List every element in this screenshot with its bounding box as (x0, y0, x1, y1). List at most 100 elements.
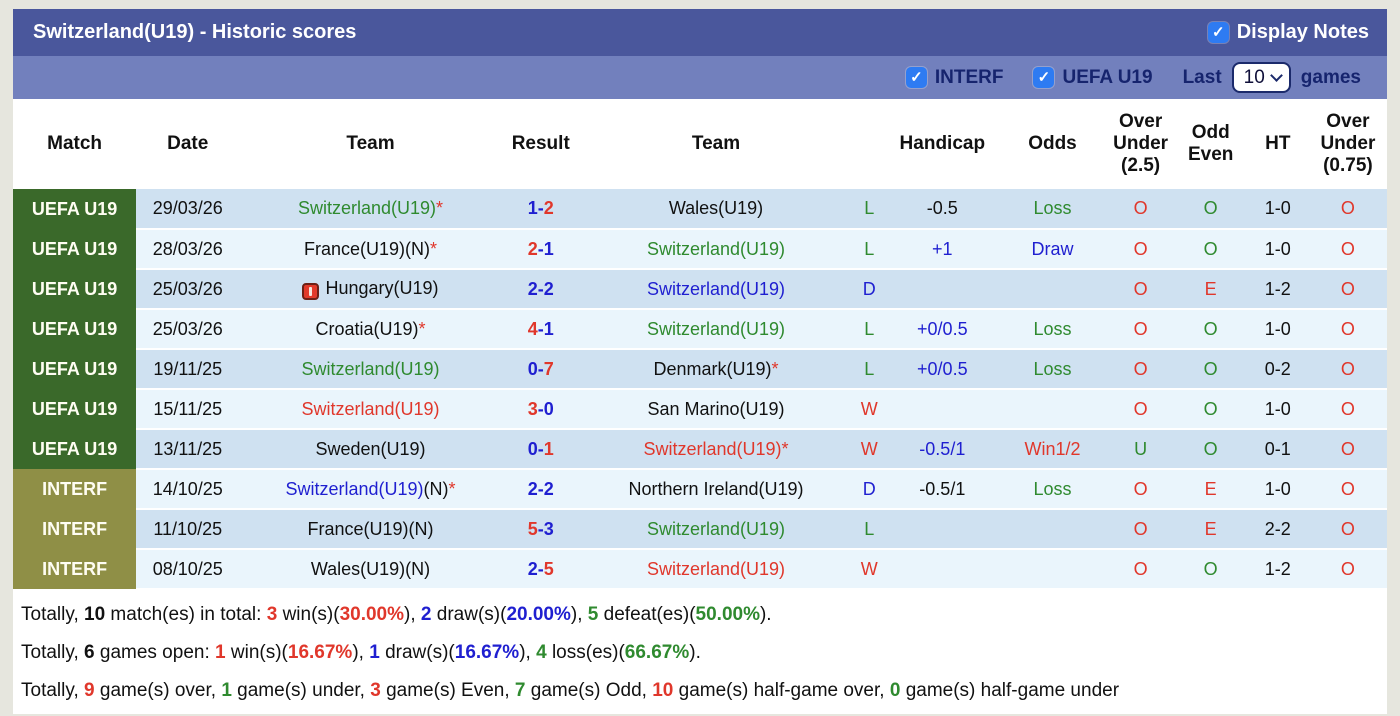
text-segment: 3 (527, 398, 538, 419)
text-segment: 20.00% (506, 604, 571, 625)
text-segment: O (1133, 278, 1148, 299)
text-segment: 2 (543, 198, 554, 218)
text-segment: 4 (536, 642, 547, 663)
over-under-2-5-cell: O (1106, 189, 1175, 230)
text-segment: O (1340, 398, 1355, 419)
text-segment: Totally, (21, 680, 85, 701)
home-team-cell: Switzerland(U19)* (239, 189, 502, 230)
text-segment: * (418, 318, 426, 339)
text-segment: * (436, 198, 444, 218)
text-segment: L (864, 238, 875, 259)
table-row: INTERF 14/10/25 Switzerland(U19)(N)* 2-2 Nor… (13, 469, 1387, 510)
match-table-body: UEFA U19 29/03/26 Switzerland(U19)* 1-2 Wale… (13, 189, 1387, 590)
ht-cell: 0-2 (1246, 349, 1309, 390)
summary-line: Totally, 6 games open: 1 win(s)(16.67%),… (21, 634, 1387, 672)
text-segment: O (1340, 478, 1355, 499)
odd-even-cell: O (1174, 229, 1247, 270)
ht-cell: 0-1 (1246, 429, 1309, 470)
handicap-cell: +1 (886, 229, 999, 270)
column-header-team-home: Team (239, 99, 502, 189)
text-segment: O (1133, 558, 1148, 579)
interf-checkbox[interactable]: ✓ (905, 67, 927, 88)
text-segment: Draw (1031, 238, 1074, 259)
league-cell: INTERF (13, 549, 137, 589)
over-under-0-75-cell: O (1308, 389, 1387, 430)
ht-cell: 1-2 (1246, 269, 1309, 310)
away-team-cell: Switzerland(U19) (579, 549, 853, 590)
text-segment: 1 (543, 238, 554, 259)
ht-cell: 1-0 (1246, 389, 1309, 430)
summary-line: Totally, 9 game(s) over, 1 game(s) under… (21, 672, 1387, 710)
home-team-cell: Hungary(U19) (239, 269, 502, 310)
display-notes-checkbox[interactable]: ✓ (1207, 22, 1229, 43)
odd-even-cell: O (1174, 429, 1247, 470)
text-segment: L (864, 318, 875, 339)
over-under-2-5-cell: U (1106, 429, 1175, 470)
text-segment: - (537, 438, 544, 459)
text-segment: - (537, 398, 544, 419)
handicap-cell (886, 549, 999, 590)
text-segment: * (781, 438, 789, 459)
text-segment: O (1133, 398, 1148, 419)
text-segment: - (537, 238, 544, 259)
text-segment: U (1134, 438, 1148, 459)
league-cell: UEFA U19 (13, 429, 137, 469)
display-notes-toggle[interactable]: ✓ Display Notes (1207, 21, 1369, 44)
odds-cell (998, 549, 1107, 590)
text-segment: 4 (527, 318, 538, 339)
text-segment: 2 (527, 558, 538, 579)
text-segment: 9 (84, 680, 95, 701)
text-segment: 0 (527, 438, 538, 459)
text-segment: 66.67% (624, 642, 690, 663)
page-title: Switzerland(U19) - Historic scores (33, 21, 357, 43)
text-segment: draw(s)( (379, 642, 455, 663)
title-bar: Switzerland(U19) - Historic scores ✓ Dis… (13, 9, 1387, 56)
text-segment: 7 (514, 680, 526, 701)
games-count-select[interactable]: 10 (1231, 62, 1291, 93)
text-segment: (N) (423, 478, 449, 499)
handicap-cell: +0/0.5 (886, 349, 999, 390)
text-segment: E (1204, 278, 1217, 299)
date-cell: 14/10/25 (136, 469, 240, 510)
wdl-cell: W (852, 389, 887, 430)
text-segment: game(s) over, (94, 680, 222, 701)
date-cell: 08/10/25 (136, 549, 240, 590)
odd-even-cell: E (1174, 269, 1247, 310)
score-cell: 2-5 (501, 549, 580, 590)
ht-cell: 1-0 (1246, 309, 1309, 350)
uefa-u19-filter-toggle[interactable]: ✓ UEFA U19 (1033, 67, 1153, 89)
over-under-0-75-cell: O (1308, 189, 1387, 230)
column-header-date: Date (136, 99, 240, 189)
text-segment: L (864, 198, 875, 218)
text-segment: * (448, 478, 456, 499)
home-team-cell: Croatia(U19)* (239, 309, 502, 350)
over-under-0-75-cell: O (1308, 349, 1387, 390)
home-team-cell: France(U19)(N) (239, 509, 502, 550)
text-segment: - (537, 558, 544, 579)
text-segment: O (1133, 478, 1148, 499)
away-team-cell: Switzerland(U19) (579, 229, 853, 270)
text-segment: Switzerland(U19) (301, 398, 440, 419)
text-segment: Switzerland(U19) (297, 198, 437, 218)
text-segment: Totally, (21, 642, 85, 663)
wdl-cell: W (852, 429, 887, 470)
date-cell: 19/11/25 (136, 349, 240, 390)
handicap-cell: -0.5/1 (886, 469, 999, 510)
text-segment: game(s) under, (231, 680, 371, 701)
text-segment: draw(s)( (431, 604, 507, 625)
text-segment: 0 (889, 680, 901, 701)
table-row: UEFA U19 15/11/25 Switzerland(U19) 3-0 San M… (13, 389, 1387, 430)
text-segment: 2 (527, 478, 538, 499)
score-cell: 0-7 (501, 349, 580, 390)
column-header-over-under-0-75: Over Under (0.75) (1308, 99, 1387, 189)
text-segment: France(U19)(N) (307, 518, 434, 539)
display-notes-label: Display Notes (1236, 21, 1369, 43)
text-segment: match(es) in total: (105, 604, 267, 625)
text-segment: - (537, 478, 544, 499)
away-team-cell: San Marino(U19) (579, 389, 853, 430)
text-segment: 3 (370, 680, 381, 701)
text-segment: 3 (543, 518, 554, 539)
text-segment: 5 (543, 558, 554, 579)
interf-filter-toggle[interactable]: ✓ INTERF (905, 67, 1003, 89)
uefa-u19-checkbox[interactable]: ✓ (1033, 67, 1055, 88)
